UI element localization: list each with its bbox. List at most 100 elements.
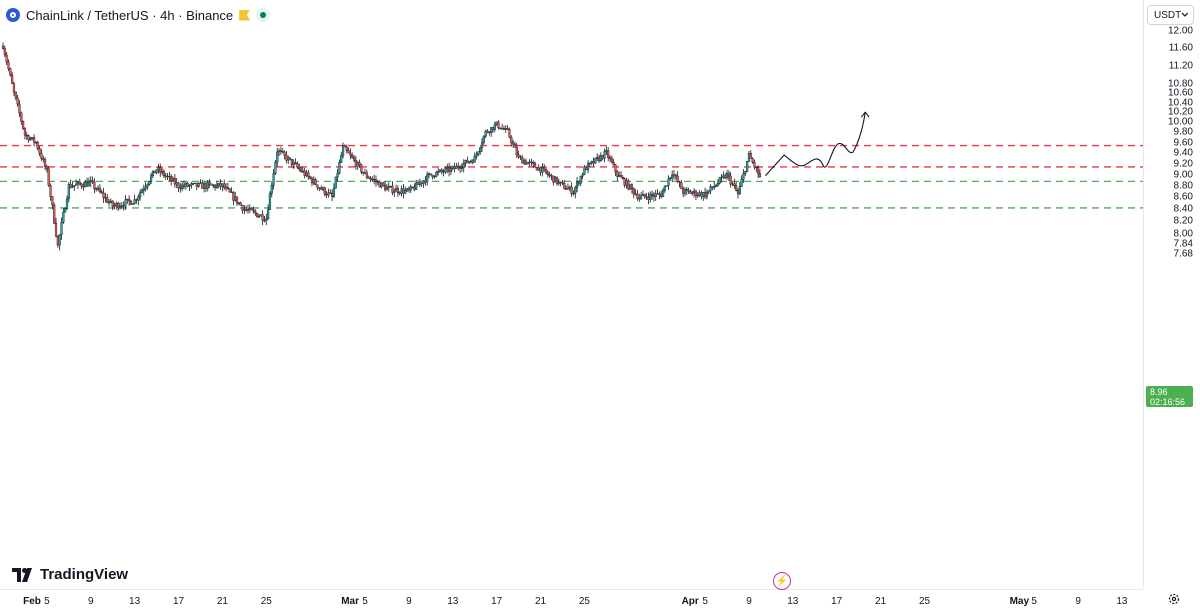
candle xyxy=(197,182,200,188)
candle xyxy=(671,170,674,182)
candle xyxy=(468,161,471,165)
candle xyxy=(69,179,72,189)
price-tick: 10.80 xyxy=(1167,78,1193,90)
candle xyxy=(95,187,98,192)
candle xyxy=(466,156,469,164)
candle xyxy=(131,203,134,205)
candle xyxy=(464,159,467,168)
candle xyxy=(106,194,109,204)
tradingview-logo-icon xyxy=(12,567,32,582)
candle xyxy=(411,186,414,189)
candle xyxy=(246,204,250,214)
currency-selector[interactable]: USDT xyxy=(1147,5,1194,25)
price-tick: 8.80 xyxy=(1173,180,1193,192)
candle xyxy=(548,171,551,178)
candle xyxy=(104,192,107,203)
candle xyxy=(113,202,116,210)
candle xyxy=(162,169,165,179)
candle xyxy=(157,163,160,174)
candle xyxy=(305,169,308,178)
candle xyxy=(521,154,524,164)
candle xyxy=(265,213,268,226)
candle xyxy=(747,150,751,163)
candle xyxy=(148,181,151,186)
candle xyxy=(552,175,555,186)
candle xyxy=(314,177,317,186)
candle xyxy=(285,151,288,164)
candle xyxy=(484,129,487,139)
candle xyxy=(460,163,464,172)
market-status-icon xyxy=(256,8,271,22)
tradingview-logo[interactable]: TradingView xyxy=(12,566,128,583)
candle xyxy=(56,235,59,248)
candlestick-chart[interactable] xyxy=(0,0,1143,589)
candle xyxy=(363,168,367,174)
candle xyxy=(43,157,47,171)
candle xyxy=(546,169,549,178)
candle xyxy=(634,188,637,196)
candle xyxy=(720,173,723,183)
time-month-label: Mar xyxy=(341,596,359,607)
candle xyxy=(78,178,81,186)
price-axis[interactable]: 12.00 11.60 11.20 10.80 10.60 10.40 10.20 10.00… xyxy=(1143,0,1200,589)
candle xyxy=(625,177,628,189)
candle xyxy=(168,172,171,182)
candle xyxy=(574,185,577,199)
candle xyxy=(575,176,579,193)
candle xyxy=(658,191,661,200)
candle xyxy=(512,139,515,149)
candle xyxy=(446,163,449,174)
time-day-label: 9 xyxy=(746,596,752,607)
candle xyxy=(495,121,498,126)
candle xyxy=(223,179,226,190)
time-day-label: 17 xyxy=(831,596,843,607)
candle xyxy=(250,207,253,211)
candle xyxy=(241,204,244,214)
candle xyxy=(14,91,17,101)
candle xyxy=(636,189,639,201)
candle xyxy=(49,183,52,201)
candle xyxy=(424,176,427,186)
candle xyxy=(641,190,645,196)
candle xyxy=(643,193,646,199)
candle xyxy=(502,125,506,131)
candle xyxy=(731,182,734,187)
candle xyxy=(565,185,568,190)
lightning-icon[interactable]: ⚡ xyxy=(773,572,791,590)
candle xyxy=(533,161,537,168)
candle xyxy=(402,184,405,199)
candle xyxy=(532,160,535,168)
candle xyxy=(175,178,178,189)
candle xyxy=(329,189,332,194)
candle xyxy=(409,184,412,194)
candle xyxy=(543,163,546,172)
candle xyxy=(384,181,387,192)
candle xyxy=(118,202,122,210)
symbol-title[interactable]: ChainLink / TetherUS · 4h · Binance xyxy=(26,7,234,23)
time-day-label: 21 xyxy=(875,596,887,607)
candle xyxy=(210,183,213,186)
candle xyxy=(179,183,182,193)
time-axis[interactable]: Feb 5 9 13 17 21 25 Mar 5 9 13 17 21 25 Apr 5 9 13 17 21 25 M… xyxy=(0,589,1143,611)
candle xyxy=(550,173,553,181)
candle xyxy=(51,196,54,210)
candle xyxy=(404,186,407,195)
gear-icon[interactable] xyxy=(1167,592,1181,606)
candle xyxy=(257,214,261,219)
currency-label: USDT xyxy=(1154,9,1182,21)
chart-area[interactable] xyxy=(0,0,1143,589)
candle-countdown: 02:16:56 xyxy=(1150,397,1186,407)
candle xyxy=(376,179,379,186)
brand-name: TradingView xyxy=(40,566,129,583)
candle xyxy=(528,159,531,167)
candle xyxy=(38,146,41,157)
candle xyxy=(687,187,690,194)
projection-path[interactable] xyxy=(765,112,866,177)
flag-icon[interactable] xyxy=(239,9,251,21)
candle xyxy=(3,45,6,58)
candle xyxy=(682,186,685,198)
candle xyxy=(62,208,65,224)
candle xyxy=(623,177,626,188)
candle xyxy=(193,182,197,185)
candle xyxy=(365,169,368,180)
